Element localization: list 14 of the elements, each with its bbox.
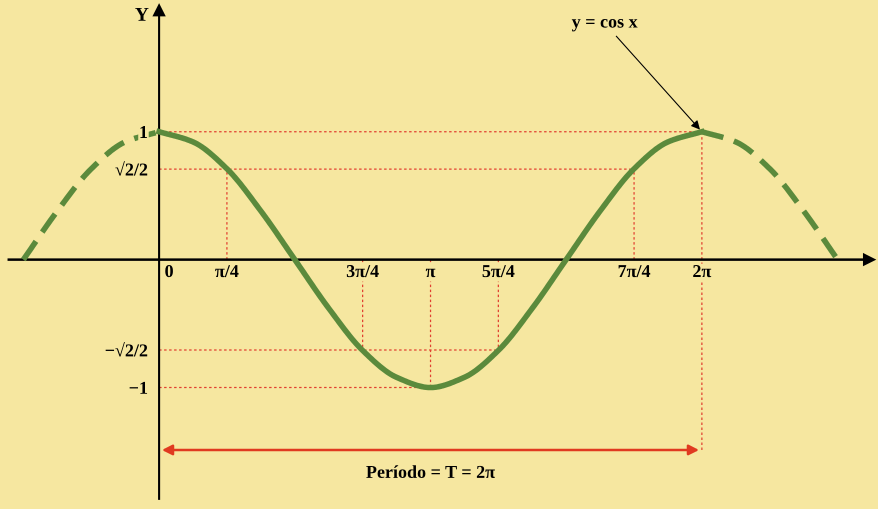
x-tick-label: 3π/4	[346, 265, 379, 278]
y-axis-title: Y	[135, 8, 149, 21]
x-tick-label: 5π/4	[482, 265, 514, 278]
y-tick-label: 1	[140, 126, 148, 138]
x-tick-label: π	[426, 268, 436, 278]
annotation: y = cos x	[572, 19, 638, 32]
x-tick-label: 0	[165, 265, 173, 278]
x-tick-label: 7π/4	[618, 265, 650, 278]
y-tick-label: −1	[130, 382, 148, 394]
y-tick-label: √2/2	[115, 161, 148, 176]
annotation: Período = T = 2π	[366, 465, 495, 478]
x-tick-label: π/4	[215, 265, 239, 278]
x-tick-label: 2π	[693, 265, 712, 278]
y-tick-label: −√2/2	[106, 342, 148, 356]
